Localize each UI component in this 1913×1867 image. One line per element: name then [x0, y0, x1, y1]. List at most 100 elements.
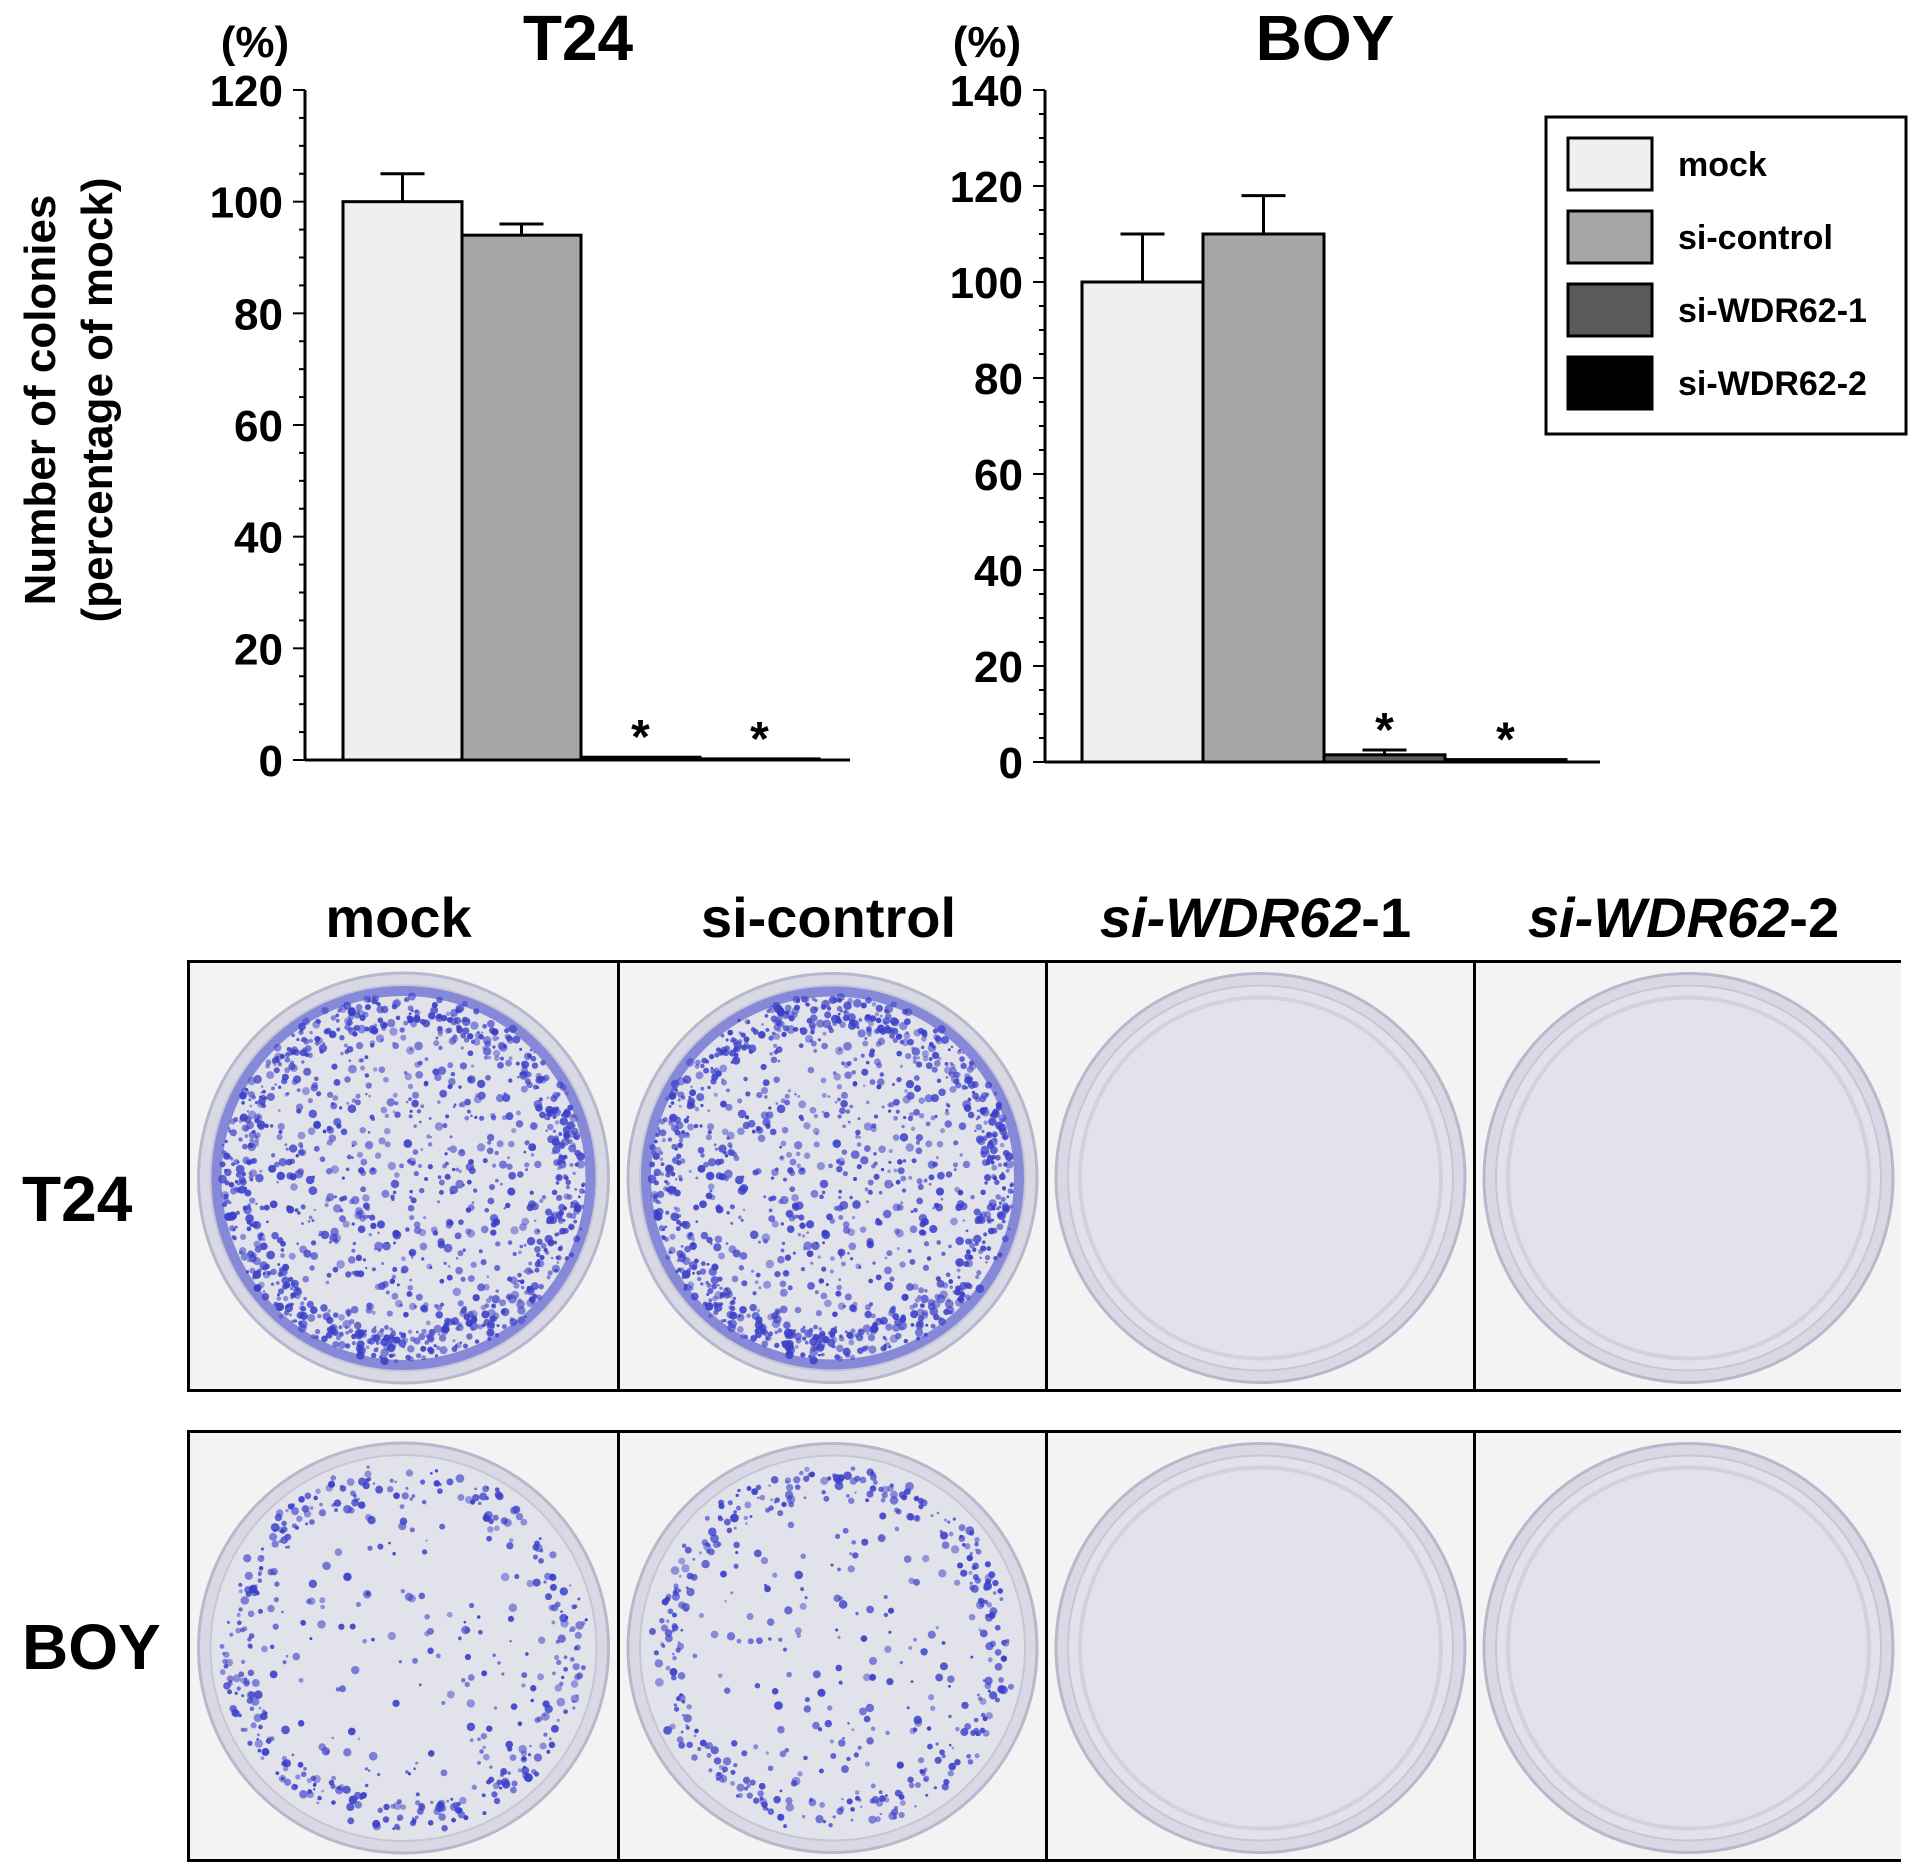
colony	[947, 1675, 955, 1683]
colony	[697, 1164, 706, 1173]
colony	[470, 1039, 476, 1044]
colony	[414, 1226, 422, 1235]
colony	[287, 1284, 291, 1287]
colony	[918, 1504, 924, 1510]
colony	[962, 1160, 971, 1169]
colony	[678, 1557, 686, 1565]
colony	[887, 1103, 892, 1108]
colony	[264, 1123, 269, 1129]
colony	[433, 1480, 441, 1487]
colony	[700, 1261, 706, 1267]
colony	[970, 1194, 975, 1200]
colony	[886, 1678, 894, 1686]
colony	[775, 1102, 779, 1105]
colony	[373, 1347, 379, 1353]
colony	[678, 1174, 683, 1180]
colony	[251, 1129, 256, 1135]
colony	[355, 1332, 363, 1340]
colony	[679, 1158, 686, 1164]
colony	[758, 1240, 761, 1244]
colony	[859, 1805, 863, 1809]
colony	[286, 1091, 290, 1096]
colony	[753, 1549, 762, 1558]
colony	[276, 1509, 284, 1517]
colony	[474, 1487, 478, 1491]
colony	[420, 1104, 425, 1109]
column-label-si-wdr62-2: si-WDR62-2	[1527, 886, 1840, 949]
colony	[235, 1210, 240, 1216]
colony	[467, 1204, 475, 1211]
colony	[768, 1208, 773, 1213]
colony	[497, 1061, 504, 1069]
colony	[494, 1055, 500, 1062]
colony	[539, 1198, 544, 1204]
colony	[488, 1027, 496, 1034]
colony	[822, 1819, 827, 1824]
colony	[996, 1207, 1000, 1211]
colony	[985, 1160, 991, 1166]
colony	[570, 1694, 580, 1704]
colony	[300, 1771, 307, 1778]
colony	[244, 1206, 248, 1211]
colony	[246, 1110, 250, 1113]
colony	[852, 1552, 859, 1559]
colony	[559, 1227, 566, 1235]
colony	[437, 1027, 444, 1035]
colony	[950, 1545, 960, 1554]
colony	[947, 1770, 955, 1777]
colony	[865, 1200, 869, 1204]
colony	[325, 1197, 331, 1203]
colony	[505, 1740, 514, 1749]
colony	[939, 1662, 948, 1671]
colony	[695, 1176, 699, 1180]
colony	[304, 1052, 310, 1057]
colony	[966, 1065, 974, 1073]
colony	[902, 1008, 909, 1015]
colony	[864, 1036, 868, 1040]
colony	[828, 1163, 833, 1169]
colony	[968, 1060, 975, 1066]
colony	[430, 1800, 434, 1804]
colony	[511, 1780, 518, 1787]
colony	[568, 1144, 577, 1153]
colony	[883, 1612, 889, 1618]
colony	[349, 1623, 356, 1630]
colony	[301, 1060, 305, 1064]
colony	[482, 1753, 490, 1761]
colony	[368, 1751, 378, 1761]
colony	[258, 1236, 263, 1242]
colony	[265, 1059, 272, 1066]
colony	[434, 1122, 444, 1131]
colony	[888, 1149, 893, 1154]
colony	[815, 1815, 824, 1824]
colony	[333, 1118, 342, 1127]
colony	[231, 1162, 235, 1167]
colony	[820, 1004, 827, 1010]
colony	[683, 1287, 688, 1291]
colony	[647, 1174, 657, 1184]
colony	[695, 1071, 704, 1080]
colony	[477, 1283, 486, 1292]
colony	[350, 1305, 359, 1314]
colony	[783, 1824, 788, 1829]
colony	[725, 1088, 730, 1093]
colony	[385, 1290, 390, 1295]
colony	[809, 1347, 819, 1357]
colony	[464, 1627, 471, 1633]
colony	[803, 1122, 811, 1130]
colony	[388, 1333, 395, 1340]
colony	[409, 1820, 416, 1827]
colony	[882, 1209, 892, 1219]
colony	[423, 1081, 429, 1087]
colony	[671, 1612, 677, 1618]
colony	[841, 1061, 845, 1066]
significance-marker: *	[1496, 714, 1515, 767]
colony	[786, 1484, 794, 1492]
colony	[478, 1249, 483, 1254]
colony	[700, 1063, 705, 1069]
colony	[663, 1725, 672, 1735]
colony	[866, 1028, 873, 1035]
colony	[534, 1544, 543, 1553]
colony	[355, 1099, 361, 1106]
colony	[536, 1238, 543, 1245]
